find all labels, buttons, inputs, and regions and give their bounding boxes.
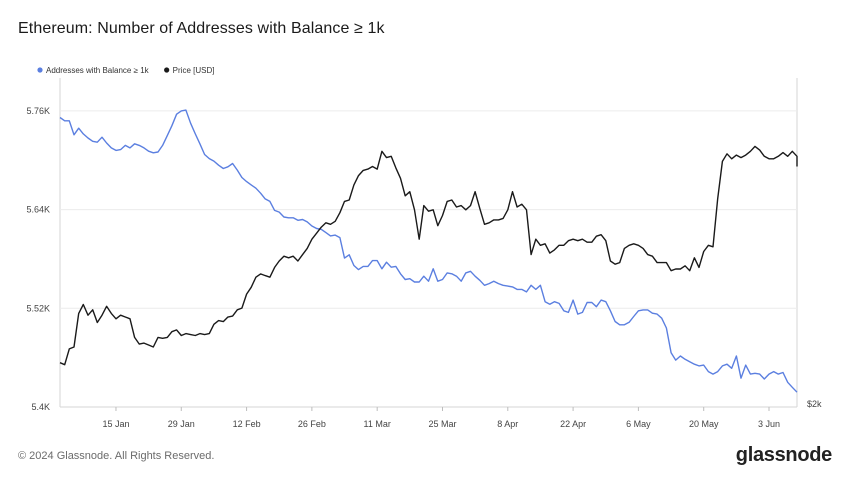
- y-tick-label: 5.64K: [26, 205, 50, 215]
- y-axis-left: 5.4K 5.52K 5.64K 5.76K: [26, 106, 50, 412]
- x-tick-label: 15 Jan: [102, 419, 129, 429]
- x-tick-label: 11 Mar: [364, 419, 391, 429]
- x-axis: 15 Jan 29 Jan 12 Feb 26 Feb 11 Mar 25 Mar 8 Ap…: [102, 407, 780, 429]
- legend-item-price[interactable]: Price [USD]: [164, 66, 214, 75]
- page-title: Ethereum: Number of Addresses with Balan…: [18, 20, 385, 37]
- series-line-addresses: [59, 109, 798, 393]
- y-axis-right-label: $2k: [807, 399, 822, 409]
- y-tick-label: 5.4K: [31, 402, 50, 412]
- x-tick-label: 6 May: [626, 419, 651, 429]
- chart-grid: [59, 78, 798, 408]
- x-tick-label: 12 Feb: [233, 419, 261, 429]
- x-tick-label: 8 Apr: [497, 419, 518, 429]
- series-line-price: [59, 145, 798, 366]
- legend-label: Addresses with Balance ≥ 1k: [46, 66, 150, 75]
- legend-marker: [37, 67, 43, 73]
- glassnode-logo[interactable]: glassnode: [735, 444, 833, 466]
- x-tick-label: 3 Jun: [758, 419, 780, 429]
- copyright-notice: © 2024 Glassnode. All Rights Reserved.: [18, 450, 215, 462]
- x-tick-label: 20 May: [689, 419, 719, 429]
- y-tick-label: 5.76K: [26, 106, 50, 116]
- y-tick-label: 5.52K: [26, 303, 50, 313]
- x-tick-label: 26 Feb: [298, 419, 326, 429]
- series-lines: [59, 109, 798, 393]
- legend-item-addresses[interactable]: Addresses with Balance ≥ 1k: [37, 66, 150, 75]
- legend[interactable]: Addresses with Balance ≥ 1k Price [USD]: [37, 66, 214, 75]
- legend-marker: [164, 67, 170, 73]
- x-tick-label: 25 Mar: [428, 419, 456, 429]
- x-tick-label: 22 Apr: [560, 419, 586, 429]
- legend-label: Price [USD]: [173, 66, 215, 75]
- x-tick-label: 29 Jan: [168, 419, 195, 429]
